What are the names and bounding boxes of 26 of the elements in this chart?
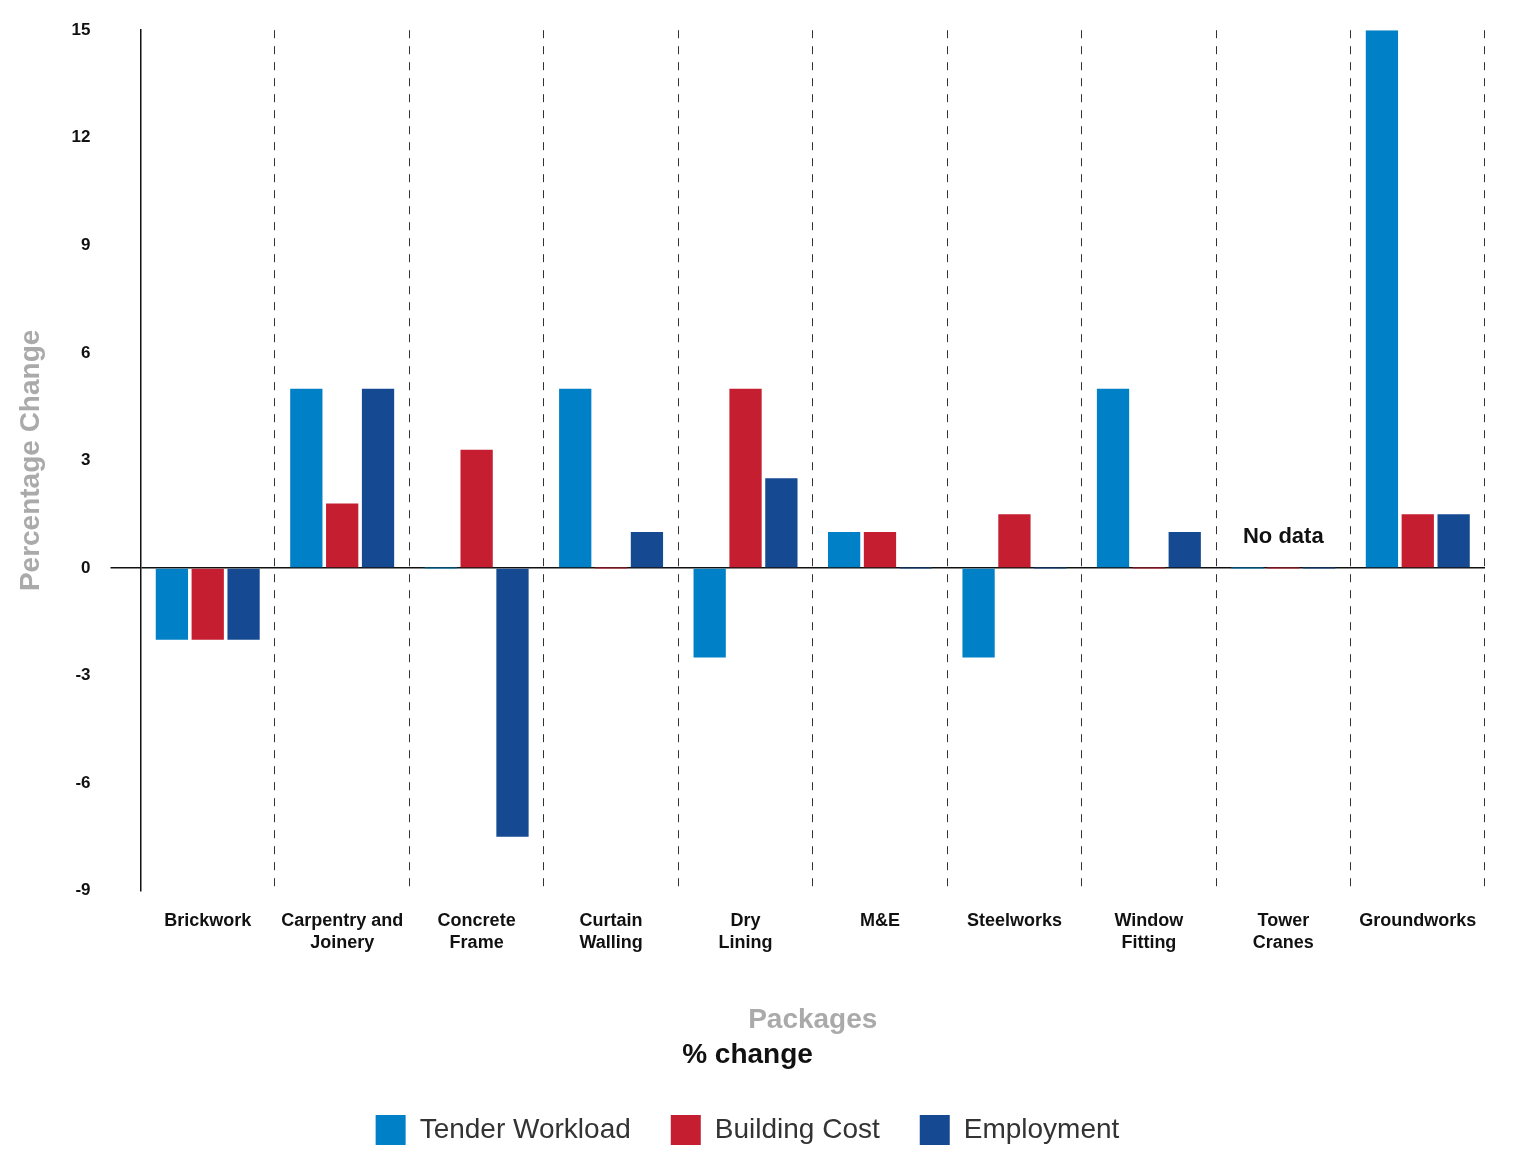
y-tick-label: 6 [81,342,91,362]
y-axis-title: Percentage Change [13,329,45,592]
y-tick-label: -9 [75,880,91,900]
x-tick-label: Curtain Walling [579,910,643,952]
legend-title: % change [682,1038,813,1070]
y-tick-label: -6 [75,772,91,792]
annotation: No data [1242,523,1325,549]
x-tick-label: Brickwork [164,910,253,931]
legend-label: Tender Workload [419,1112,631,1144]
legend-label: Building Cost [714,1112,880,1144]
x-tick-label: Concrete Frame [437,910,516,952]
y-tick-label: -3 [75,665,91,685]
y-tick-label: 0 [81,557,91,577]
x-tick-label: Groundworks [1359,910,1477,931]
x-tick-label: Steelworks [966,910,1062,931]
y-tick-label: 9 [81,234,91,254]
x-tick-label: Tower Cranes [1252,910,1314,952]
x-tick-label: Window Fitting [1114,910,1185,952]
y-tick-label: 12 [71,127,91,147]
y-tick-label: 3 [81,450,91,470]
x-tick-label: Dry Lining [718,910,773,952]
x-tick-label: Carpentry and Joinery [281,910,404,952]
y-tick-label: 15 [71,19,91,39]
x-axis-title: Packages [748,1003,878,1035]
legend-label: Employment [963,1112,1120,1144]
x-tick-label: M&E [859,910,900,931]
